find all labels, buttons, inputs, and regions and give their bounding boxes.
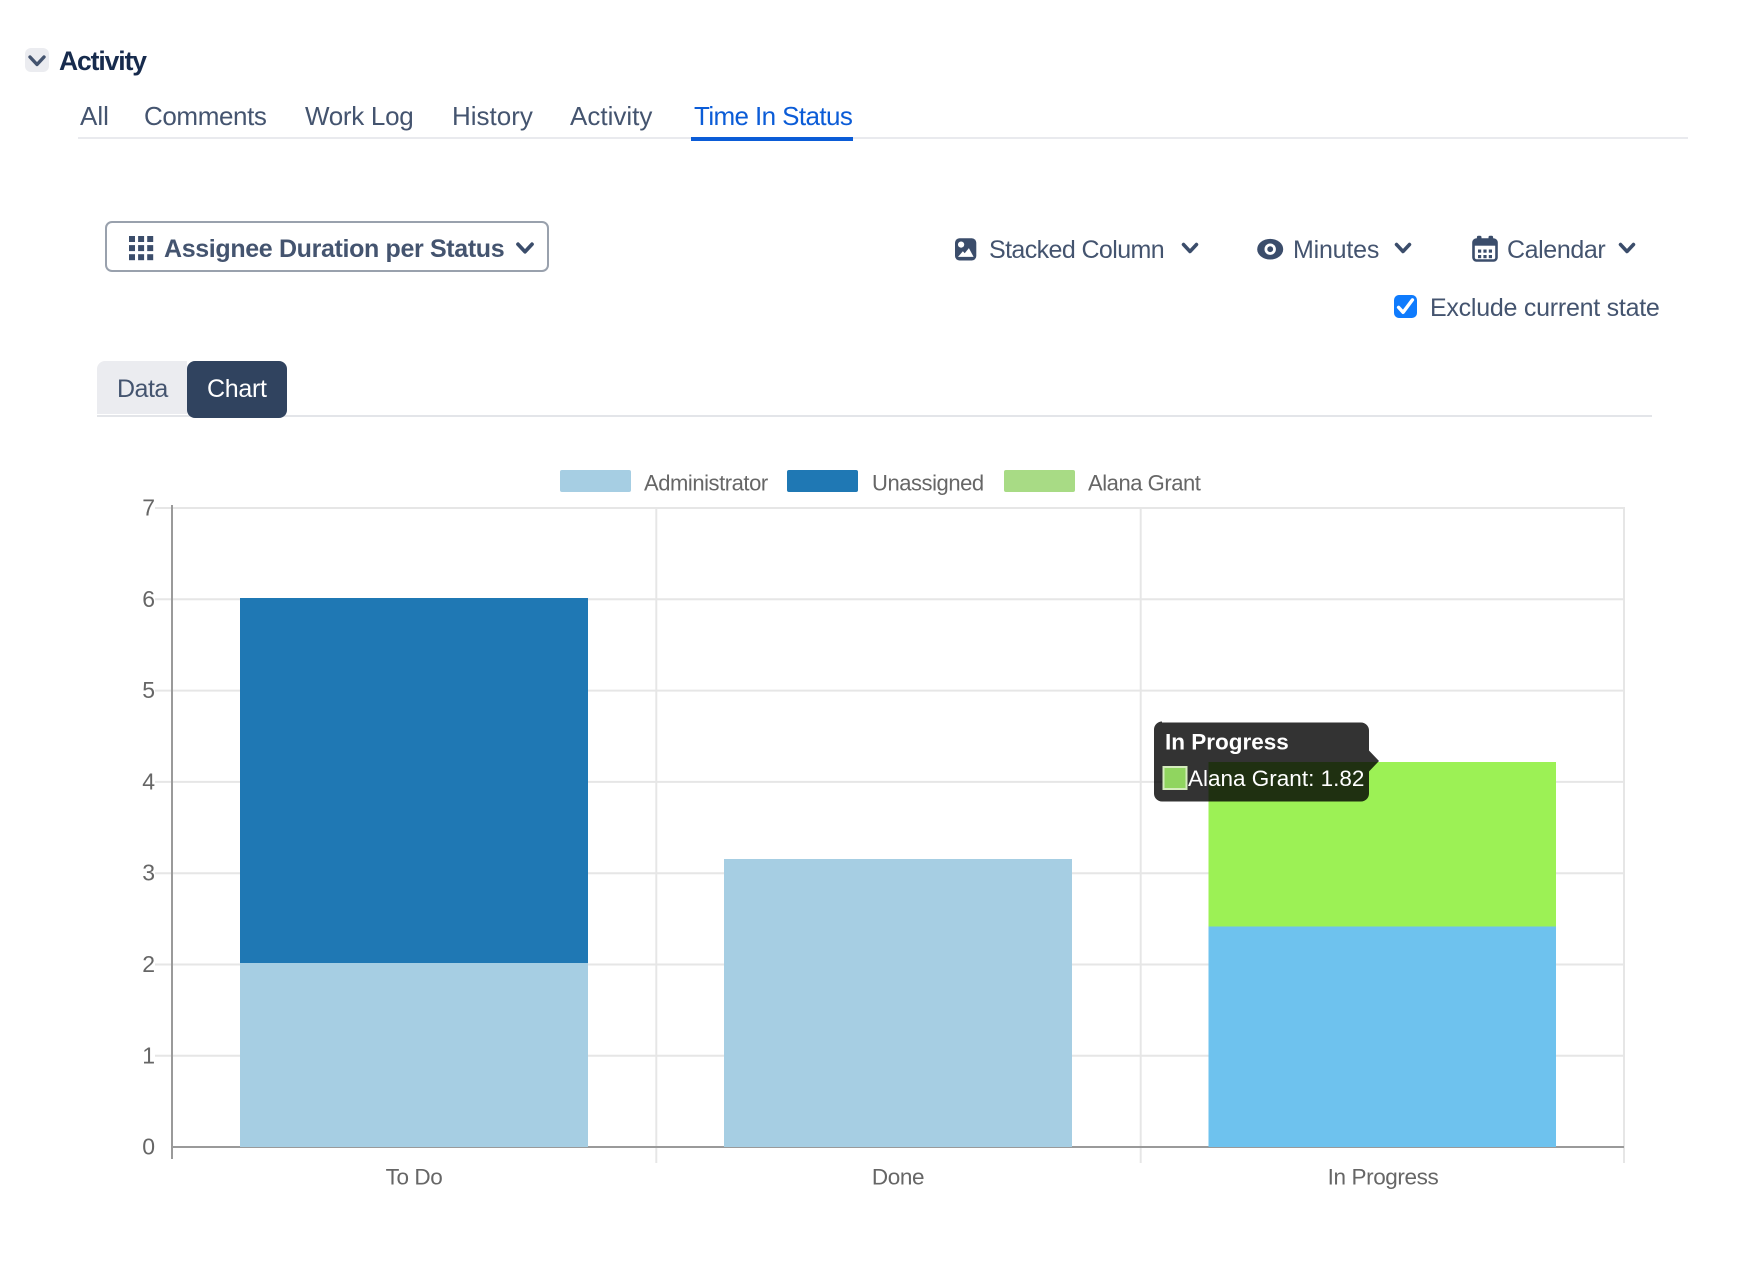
- svg-text:To Do: To Do: [386, 1165, 443, 1190]
- svg-text:In Progress: In Progress: [1165, 730, 1289, 755]
- svg-text:7: 7: [142, 495, 155, 521]
- svg-text:Alana Grant: 1.82: Alana Grant: 1.82: [1188, 766, 1364, 791]
- svg-text:4: 4: [142, 768, 155, 794]
- svg-text:Unassigned: Unassigned: [872, 471, 984, 496]
- svg-text:In Progress: In Progress: [1328, 1165, 1439, 1190]
- svg-text:2: 2: [142, 951, 155, 977]
- svg-text:6: 6: [142, 586, 155, 612]
- svg-text:5: 5: [142, 677, 155, 703]
- svg-text:Administrator: Administrator: [644, 471, 768, 496]
- svg-text:0: 0: [142, 1134, 155, 1160]
- svg-text:1: 1: [142, 1042, 155, 1068]
- svg-text:Alana Grant: Alana Grant: [1088, 471, 1201, 496]
- svg-text:Done: Done: [872, 1165, 924, 1190]
- svg-text:3: 3: [142, 860, 155, 886]
